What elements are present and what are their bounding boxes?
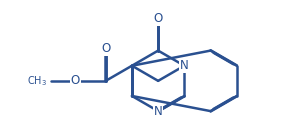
Text: N: N	[180, 59, 189, 72]
Text: CH$_3$: CH$_3$	[27, 74, 47, 88]
Text: O: O	[101, 42, 110, 55]
Text: O: O	[71, 74, 80, 87]
Text: N: N	[154, 105, 162, 118]
Text: O: O	[154, 12, 163, 25]
